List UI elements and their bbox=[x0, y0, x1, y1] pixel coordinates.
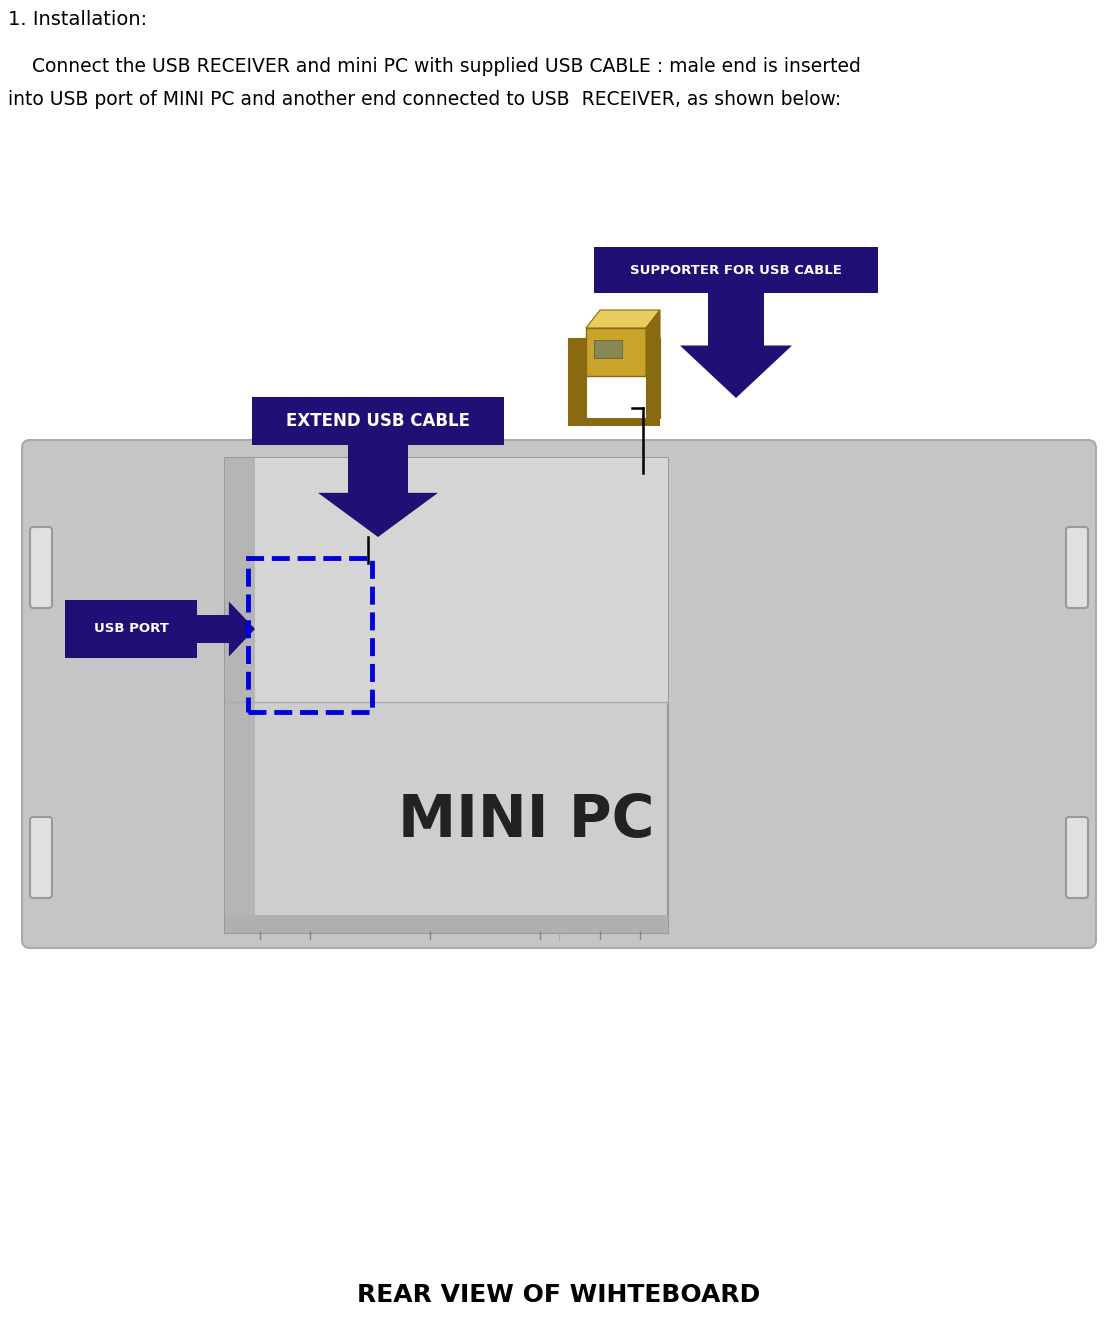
Bar bbox=[225, 459, 667, 933]
Bar bbox=[65, 599, 197, 658]
FancyBboxPatch shape bbox=[30, 817, 53, 898]
Bar bbox=[594, 340, 622, 358]
FancyBboxPatch shape bbox=[1065, 817, 1088, 898]
Bar bbox=[225, 459, 255, 933]
Polygon shape bbox=[318, 445, 438, 537]
Text: SUPPORTER FOR USB CABLE: SUPPORTER FOR USB CABLE bbox=[631, 263, 842, 276]
Polygon shape bbox=[197, 602, 255, 657]
Text: into USB port of MINI PC and another end connected to USB  RECEIVER, as shown be: into USB port of MINI PC and another end… bbox=[8, 90, 841, 109]
Bar bbox=[586, 328, 646, 376]
FancyBboxPatch shape bbox=[1065, 528, 1088, 607]
Bar bbox=[594, 247, 878, 292]
Text: Connect the USB RECEIVER and mini PC with supplied USB CABLE : male end is inser: Connect the USB RECEIVER and mini PC wit… bbox=[8, 57, 861, 76]
Polygon shape bbox=[586, 310, 660, 328]
Bar bbox=[225, 459, 667, 702]
Bar bbox=[568, 338, 586, 419]
Text: USB PORT: USB PORT bbox=[94, 622, 169, 635]
Polygon shape bbox=[646, 310, 660, 376]
Text: MINI PC: MINI PC bbox=[398, 792, 655, 848]
Text: 1. Installation:: 1. Installation: bbox=[8, 11, 148, 29]
Bar bbox=[252, 397, 504, 445]
Bar bbox=[248, 558, 372, 712]
Bar bbox=[568, 419, 660, 427]
FancyBboxPatch shape bbox=[30, 528, 53, 607]
Text: EXTEND USB CABLE: EXTEND USB CABLE bbox=[286, 412, 470, 431]
Text: REAR VIEW OF WIHTEBOARD: REAR VIEW OF WIHTEBOARD bbox=[358, 1282, 760, 1306]
FancyBboxPatch shape bbox=[22, 440, 1096, 948]
Polygon shape bbox=[680, 292, 792, 397]
Bar bbox=[646, 338, 660, 419]
Bar bbox=[225, 914, 667, 933]
